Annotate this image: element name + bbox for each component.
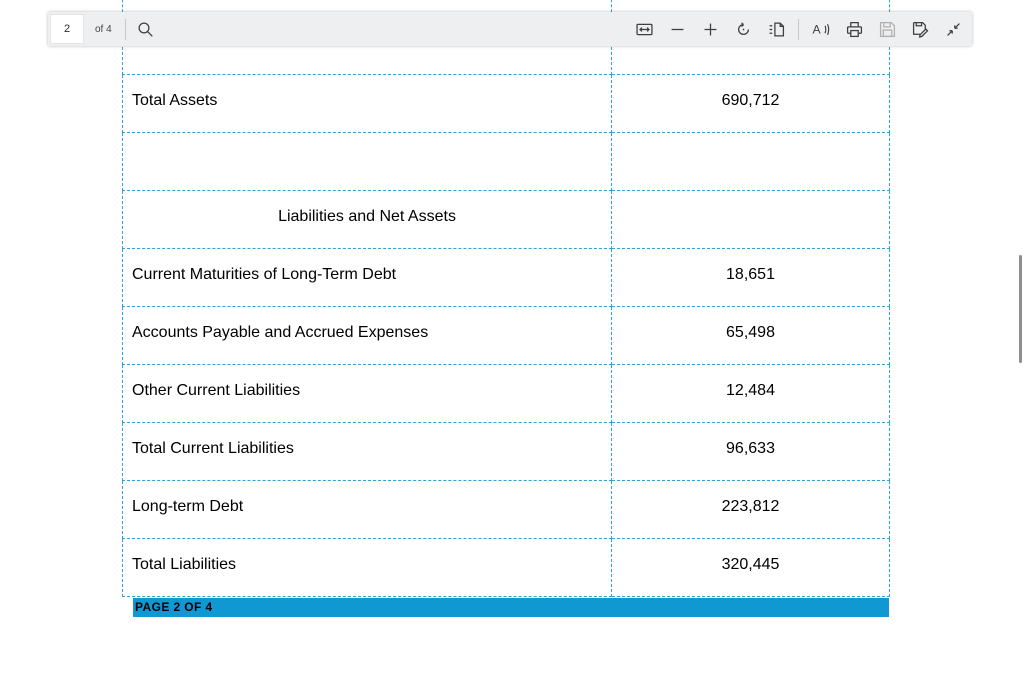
rotate-icon — [737, 21, 749, 35]
row-label-cell: Current Maturities of Long-Term Debt — [122, 248, 612, 307]
row-label-cell: Liabilities and Net Assets — [122, 190, 612, 249]
table-row: Total Current Liabilities 96,633 — [122, 422, 890, 481]
read-aloud-button[interactable]: A — [810, 16, 832, 42]
row-value-cell: 18,651 — [611, 248, 890, 307]
save-as-icon — [912, 21, 928, 38]
search-button[interactable] — [135, 16, 157, 42]
zoom-in-button[interactable] — [699, 16, 721, 42]
table-row: Accounts Payable and Accrued Expenses 65… — [122, 306, 890, 365]
row-value-cell: 65,498 — [611, 306, 890, 365]
row-value-cell: 223,812 — [611, 480, 890, 539]
pdf-toolbar: of 4 — [48, 12, 972, 46]
row-label-cell — [122, 132, 612, 191]
page-count-label: of 4 — [95, 23, 112, 35]
print-icon — [846, 21, 862, 37]
row-value-cell: 12,484 — [611, 364, 890, 423]
collapse-icon — [946, 22, 960, 36]
toolbar-divider — [124, 18, 126, 40]
balance-sheet-table: Total Assets 690,712 Liabilities and Net… — [122, 0, 890, 597]
rotate-button[interactable] — [732, 16, 754, 42]
table-row: Current Maturities of Long-Term Debt 18,… — [122, 248, 890, 307]
table-row: Total Assets 690,712 — [122, 74, 890, 133]
save-button[interactable] — [876, 16, 898, 42]
row-value-cell — [611, 132, 890, 191]
table-row: Liabilities and Net Assets — [122, 190, 890, 249]
footer-label: PAGE 2 OF 4 — [135, 600, 213, 614]
zoom-out-icon — [671, 28, 683, 30]
zoom-out-button[interactable] — [666, 16, 688, 42]
save-as-button[interactable] — [909, 16, 931, 42]
collapse-button[interactable] — [942, 16, 964, 42]
row-label-cell: Total Assets — [122, 74, 612, 133]
page-view-icon — [769, 21, 784, 37]
page-view-button[interactable] — [765, 16, 787, 42]
toolbar-divider — [798, 18, 799, 40]
table-row — [122, 132, 890, 191]
zoom-in-icon — [704, 23, 716, 35]
print-button[interactable] — [843, 16, 865, 42]
table-row: Total Liabilities 320,445 — [122, 538, 890, 597]
svg-text:A: A — [813, 22, 822, 36]
read-aloud-icon: A — [813, 22, 830, 36]
page-footer-bar: PAGE 2 OF 4 — [133, 598, 889, 617]
fit-to-width-icon — [635, 23, 653, 35]
row-value-cell: 320,445 — [611, 538, 890, 597]
fit-to-width-button[interactable] — [633, 16, 655, 42]
row-value-cell: 690,712 — [611, 74, 890, 133]
row-label-cell: Total Liabilities — [122, 538, 612, 597]
table-row: Other Current Liabilities 12,484 — [122, 364, 890, 423]
row-label-cell: Total Current Liabilities — [122, 422, 612, 481]
row-label-cell: Long-term Debt — [122, 480, 612, 539]
page-number-input[interactable] — [50, 14, 84, 44]
save-icon — [879, 21, 895, 37]
search-icon — [138, 21, 153, 37]
row-value-cell: 96,633 — [611, 422, 890, 481]
row-label-cell: Accounts Payable and Accrued Expenses — [122, 306, 612, 365]
table-row: Long-term Debt 223,812 — [122, 480, 890, 539]
row-value-cell — [611, 190, 890, 249]
row-label-cell: Other Current Liabilities — [122, 364, 612, 423]
vertical-scrollbar-thumb[interactable] — [1019, 255, 1022, 363]
